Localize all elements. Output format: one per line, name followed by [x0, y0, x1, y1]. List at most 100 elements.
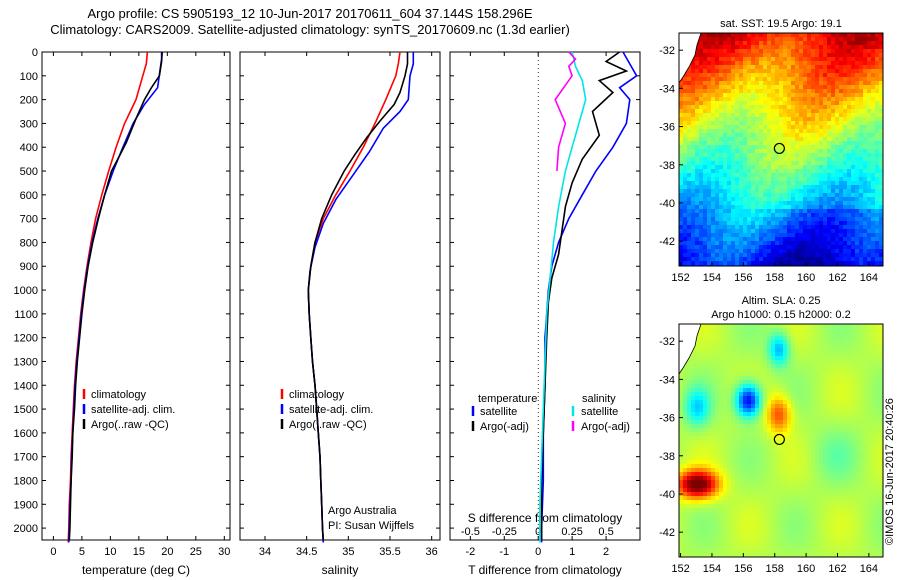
- profile-panel-1: 0100200300400500600700800900100011001200…: [14, 47, 231, 577]
- legend-label: Argo(-adj): [480, 421, 529, 433]
- map-x-tick-label: 162: [828, 272, 846, 284]
- legend-label: climatology: [91, 389, 147, 401]
- x-tick-label: 30: [218, 546, 230, 558]
- s-tick-label: -0.5: [461, 526, 480, 538]
- timestamp-stamp: ©IMOS 16-Jun-2017 20:40:26: [884, 398, 896, 545]
- map-y-tick-label: -42: [659, 527, 675, 539]
- map-y-tick-label: -34: [659, 374, 675, 386]
- x-tick-label: -1: [499, 546, 509, 558]
- y-tick-label: 0: [32, 47, 38, 59]
- y-tick-label: 600: [20, 190, 38, 202]
- map-frame: [678, 32, 884, 267]
- y-tick-label: 1200: [14, 333, 38, 345]
- map-field: [679, 324, 883, 557]
- y-tick-label: 1800: [14, 475, 38, 487]
- x-tick-label: 20: [161, 546, 173, 558]
- x-tick-label: 0: [535, 546, 541, 558]
- legend-label: satellite-adj. clim.: [289, 404, 373, 416]
- figure-title-line2: Climatology: CARS2009. Satellite-adjuste…: [50, 22, 570, 37]
- s-tick-label: -0.25: [492, 526, 517, 538]
- series-line-argorawqc: [68, 51, 163, 541]
- y-tick-label: 1700: [14, 452, 38, 464]
- map-frame: [678, 323, 884, 558]
- x-axis-label: T difference from climatology: [468, 563, 622, 577]
- map-y-tick-label: -36: [659, 122, 675, 134]
- series-line-satellite: [539, 51, 587, 543]
- legend-label: Argo(-adj): [581, 421, 630, 433]
- x-axis-label-top: S difference from climatology: [468, 511, 623, 525]
- annotation-line: Argo Australia: [328, 505, 397, 517]
- map-y-tick-label: -40: [659, 489, 675, 501]
- profile-panel-2: 34 34.5 35 35.5 36 salinity climatology satelli…: [239, 51, 441, 577]
- y-tick-label: 1100: [14, 309, 38, 321]
- y-tick-label: 400: [20, 142, 38, 154]
- map-x-tick-label: 162: [828, 563, 846, 575]
- y-tick-label: 300: [20, 118, 38, 130]
- x-axis-label: temperature (deg C): [82, 563, 190, 577]
- map-x-tick-label: 152: [671, 272, 689, 284]
- argo-position-marker: [773, 433, 785, 446]
- map-x-tick-label: 154: [703, 272, 721, 284]
- legend-label: satellite: [480, 406, 517, 418]
- x-tick-label: 5: [79, 546, 85, 558]
- x-tick-label: 1: [569, 546, 575, 558]
- legend-label: satellite: [581, 406, 618, 418]
- y-tick-label: 1400: [14, 380, 38, 392]
- plot-frame: [239, 51, 441, 541]
- s-tick-label: 0.25: [561, 526, 582, 538]
- y-tick-label: 1300: [14, 356, 38, 368]
- map-y-tick-label: -40: [659, 198, 675, 210]
- map-title: sat. SST: 19.5 Argo: 19.1: [720, 18, 842, 30]
- map-x-tick-label: 156: [734, 563, 752, 575]
- map-y-tick-label: -32: [659, 336, 675, 348]
- x-tick-label: -2: [465, 546, 475, 558]
- x-tick-label: 35: [342, 546, 354, 558]
- legend-label: Argo(..raw -QC): [91, 419, 169, 431]
- map-x-tick-label: 164: [860, 272, 878, 284]
- y-tick-label: 1600: [14, 428, 38, 440]
- y-tick-label: 700: [20, 214, 38, 226]
- annotation-line: PI: Susan Wijffels: [328, 520, 414, 532]
- map-y-tick-label: -32: [659, 45, 675, 57]
- x-tick-label: 36: [426, 546, 438, 558]
- series-line-argoadj: [540, 51, 629, 540]
- map-y-tick-label: -38: [659, 451, 675, 463]
- x-axis-label: salinity: [322, 563, 359, 577]
- coastline: [679, 33, 702, 84]
- legend-label: Argo(..raw -QC): [289, 419, 367, 431]
- x-tick-label: 34.5: [296, 546, 317, 558]
- argo-position-marker: [773, 142, 785, 155]
- x-tick-label: 35.5: [379, 546, 400, 558]
- s-tick-label: 0.5: [598, 526, 613, 538]
- y-tick-label: 1000: [14, 285, 38, 297]
- map-x-tick-label: 154: [703, 563, 721, 575]
- plot-frame: [449, 51, 641, 541]
- x-tick-label: 15: [133, 546, 145, 558]
- legend-label: climatology: [289, 389, 345, 401]
- legend-header: salinity: [582, 393, 616, 405]
- y-tick-label: 100: [20, 71, 38, 83]
- x-tick-label: 2: [603, 546, 609, 558]
- plot-frame: [41, 51, 231, 541]
- y-tick-label: 1500: [14, 404, 38, 416]
- map-sla: 152 154 156 158 160 162 164 -32 -34 -36 -38 -40 -42 A…: [659, 295, 884, 575]
- x-tick-label: 25: [190, 546, 202, 558]
- map-x-tick-label: 158: [766, 272, 784, 284]
- map-x-tick-label: 152: [671, 563, 689, 575]
- map-title: Argo h1000: 0.15 h2000: 0.2: [711, 309, 850, 321]
- x-tick-label: 34: [259, 546, 271, 558]
- y-tick-label: 800: [20, 237, 38, 249]
- series-line-argoadj: [554, 51, 577, 172]
- y-tick-label: 1900: [14, 499, 38, 511]
- coastline: [679, 324, 702, 375]
- map-y-tick-label: -34: [659, 83, 675, 95]
- map-y-tick-label: -38: [659, 160, 675, 172]
- map-x-tick-label: 156: [734, 272, 752, 284]
- y-tick-label: 500: [20, 166, 38, 178]
- map-field: [679, 33, 883, 266]
- series-line-argorawqc: [307, 52, 409, 541]
- x-tick-label: 10: [104, 546, 116, 558]
- map-x-tick-label: 164: [860, 563, 878, 575]
